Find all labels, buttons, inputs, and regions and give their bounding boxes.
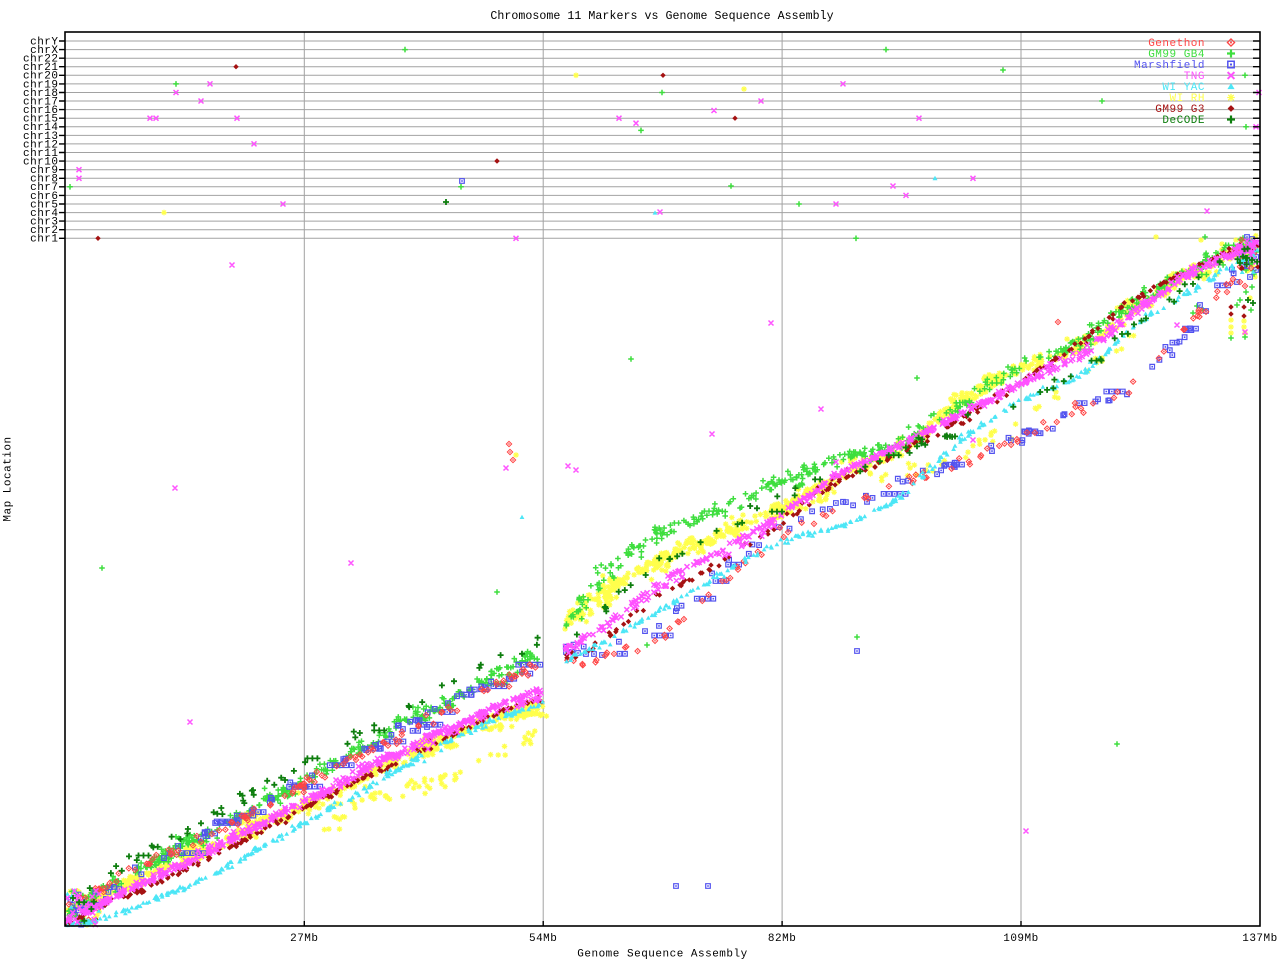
svg-text:chr11: chr11 — [23, 148, 59, 160]
svg-text:54Mb: 54Mb — [529, 933, 557, 945]
svg-text:chr14: chr14 — [23, 122, 59, 134]
svg-text:109Mb: 109Mb — [1003, 933, 1039, 945]
svg-text:chr6: chr6 — [30, 191, 58, 203]
svg-text:chrX: chrX — [30, 45, 58, 57]
svg-text:chr10: chr10 — [23, 156, 59, 168]
svg-text:DeCODE: DeCODE — [1162, 115, 1205, 127]
svg-text:chr13: chr13 — [23, 131, 59, 143]
svg-text:chr1: chr1 — [30, 234, 58, 246]
svg-text:GM99 G3: GM99 G3 — [1155, 104, 1205, 116]
svg-text:chr5: chr5 — [30, 199, 58, 211]
svg-text:82Mb: 82Mb — [768, 933, 796, 945]
svg-text:chr19: chr19 — [23, 79, 59, 91]
svg-text:GM99 GB4: GM99 GB4 — [1148, 49, 1205, 61]
svg-text:chr17: chr17 — [23, 96, 59, 108]
svg-text:chr7: chr7 — [30, 182, 58, 194]
svg-text:Marshfield: Marshfield — [1134, 60, 1205, 72]
svg-text:chr15: chr15 — [23, 114, 59, 126]
svg-text:chr20: chr20 — [23, 71, 59, 83]
svg-text:Map Location: Map Location — [3, 436, 15, 521]
svg-text:chrY: chrY — [30, 36, 58, 48]
svg-text:chr12: chr12 — [23, 139, 59, 151]
svg-text:27Mb: 27Mb — [290, 933, 318, 945]
svg-text:chr3: chr3 — [30, 217, 58, 229]
svg-text:chr16: chr16 — [23, 105, 59, 117]
svg-text:Chromosome 11 Markers vs Genom: Chromosome 11 Markers vs Genome Sequence… — [490, 10, 833, 23]
svg-text:chr4: chr4 — [30, 208, 58, 220]
svg-text:chr9: chr9 — [30, 165, 58, 177]
svg-text:chr8: chr8 — [30, 174, 58, 186]
svg-text:Genethon: Genethon — [1148, 38, 1205, 50]
svg-text:137Mb: 137Mb — [1242, 933, 1278, 945]
svg-text:chr22: chr22 — [23, 54, 59, 66]
svg-text:TNG: TNG — [1184, 71, 1205, 83]
svg-text:chr21: chr21 — [23, 62, 59, 74]
svg-text:WI RH: WI RH — [1169, 93, 1205, 105]
svg-text:chr18: chr18 — [23, 88, 59, 100]
svg-text:chr2: chr2 — [30, 225, 58, 237]
svg-text:WI YAC: WI YAC — [1162, 82, 1205, 94]
svg-text:Genome Sequence Assembly: Genome Sequence Assembly — [577, 949, 747, 961]
